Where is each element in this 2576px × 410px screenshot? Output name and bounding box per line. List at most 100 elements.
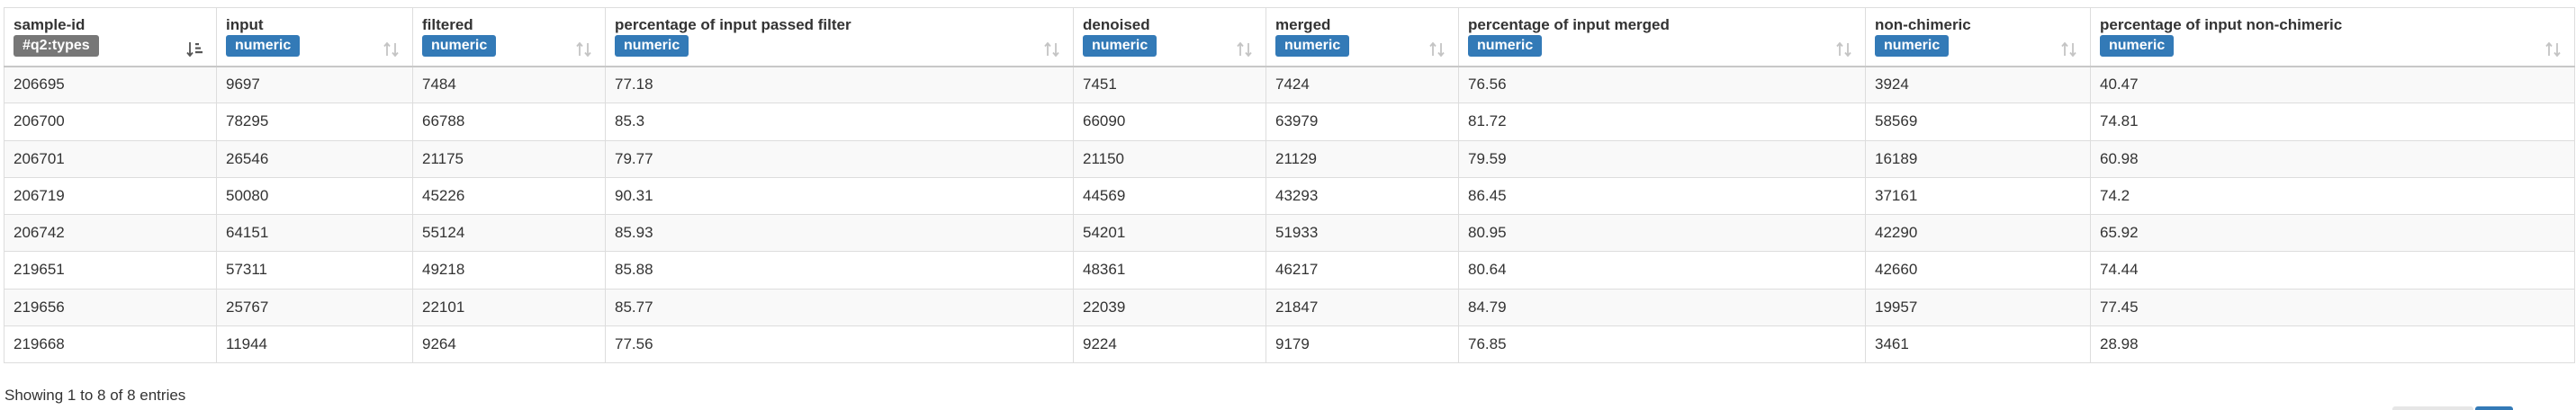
table-row: 219656 25767 22101 85.77 22039 21847 84.79 1995…: [4, 288, 2575, 326]
table-cell: 22101: [412, 288, 606, 326]
table-cell: 74.81: [2090, 102, 2575, 141]
column-title: input: [226, 16, 264, 33]
table-header: sample-id #q2:types input numeric filtered nu…: [4, 7, 2575, 67]
table-cell: 51933: [1265, 213, 1459, 253]
table-cell: 21175: [412, 139, 606, 178]
table-cell: 55124: [412, 213, 606, 253]
table-cell: 7424: [1265, 65, 1459, 104]
table-cell: 3461: [1865, 325, 2091, 364]
table-cell: 77.45: [2090, 288, 2575, 326]
header-row: sample-id #q2:types input numeric filtered nu…: [4, 7, 2575, 67]
table-cell: 9697: [216, 65, 413, 104]
column-header[interactable]: filtered numeric: [412, 7, 606, 67]
column-header[interactable]: non-chimeric numeric: [1865, 7, 2091, 67]
table-cell: 40.47: [2090, 65, 2575, 104]
column-type-badge: numeric: [1083, 35, 1157, 57]
sort-both-icon[interactable]: [1235, 40, 1255, 58]
column-header[interactable]: input numeric: [216, 7, 413, 67]
table-row: 206742 64151 55124 85.93 54201 51933 80.95 4229…: [4, 213, 2575, 253]
table-cell: 76.56: [1458, 65, 1866, 104]
pagination-previous-button[interactable]: [2392, 406, 2473, 410]
sort-both-icon[interactable]: [2544, 40, 2563, 58]
table-cell: 74.44: [2090, 251, 2575, 290]
table-cell: 81.72: [1458, 102, 1866, 141]
column-header[interactable]: denoised numeric: [1073, 7, 1266, 67]
table-cell: 50080: [216, 176, 413, 216]
table-cell: 60.98: [2090, 139, 2575, 178]
table-cell: 77.56: [605, 325, 1074, 364]
column-header[interactable]: percentage of input merged numeric: [1458, 7, 1866, 67]
table-cell: 64151: [216, 213, 413, 253]
table-cell: 78295: [216, 102, 413, 141]
table-cell: 66090: [1073, 102, 1266, 141]
column-type-badge: numeric: [1468, 35, 1543, 57]
table-cell: 7451: [1073, 65, 1266, 104]
column-type-badge: numeric: [615, 35, 689, 57]
table-cell: 63979: [1265, 102, 1459, 141]
column-type-badge: numeric: [1275, 35, 1350, 57]
sort-both-icon[interactable]: [1042, 40, 1062, 58]
table-cell: 80.95: [1458, 213, 1866, 253]
table-cell: 90.31: [605, 176, 1074, 216]
table-row: 219651 57311 49218 85.88 48361 46217 80.64 4266…: [4, 251, 2575, 290]
column-title: percentage of input non-chimeric: [2100, 16, 2343, 33]
table-cell: 85.93: [605, 213, 1074, 253]
column-title: percentage of input passed filter: [615, 16, 851, 33]
table-row: 206701 26546 21175 79.77 21150 21129 79.59 1618…: [4, 139, 2575, 178]
table-cell: 28.98: [2090, 325, 2575, 364]
column-title: non-chimeric: [1875, 16, 1971, 33]
table-row: 219668 11944 9264 77.56 9224 9179 76.85 3461 28.…: [4, 325, 2575, 364]
column-header[interactable]: merged numeric: [1265, 7, 1459, 67]
table-cell: 19957: [1865, 288, 2091, 326]
table-cell: 54201: [1073, 213, 1266, 253]
table-cell: 45226: [412, 176, 606, 216]
table-cell: 74.2: [2090, 176, 2575, 216]
table-cell: 206701: [4, 139, 217, 178]
column-type-badge: #q2:types: [14, 35, 99, 57]
table-cell: 7484: [412, 65, 606, 104]
table-cell: 43293: [1265, 176, 1459, 216]
table-cell: 49218: [412, 251, 606, 290]
table-cell: 219668: [4, 325, 217, 364]
table-cell: 219651: [4, 251, 217, 290]
table-cell: 48361: [1073, 251, 1266, 290]
column-title: percentage of input merged: [1468, 16, 1670, 33]
table-cell: 21150: [1073, 139, 1266, 178]
column-header[interactable]: percentage of input passed filter numeric: [605, 7, 1074, 67]
sort-both-icon[interactable]: [382, 40, 401, 58]
table-cell: 206742: [4, 213, 217, 253]
table-cell: 42290: [1865, 213, 2091, 253]
column-type-badge: numeric: [422, 35, 497, 57]
column-title: filtered: [422, 16, 473, 33]
sort-both-icon[interactable]: [574, 40, 594, 58]
column-title: denoised: [1083, 16, 1150, 33]
table-row: 206695 9697 7484 77.18 7451 7424 76.56 3924 40.4…: [4, 65, 2575, 104]
table-cell: 85.88: [605, 251, 1074, 290]
table-cell: 79.77: [605, 139, 1074, 178]
table-cell: 3924: [1865, 65, 2091, 104]
table-cell: 22039: [1073, 288, 1266, 326]
table-cell: 21129: [1265, 139, 1459, 178]
table-cell: 86.45: [1458, 176, 1866, 216]
table-cell: 25767: [216, 288, 413, 326]
table-cell: 9264: [412, 325, 606, 364]
table-row: 206700 78295 66788 85.3 66090 63979 81.72 58569…: [4, 102, 2575, 141]
table-cell: 77.18: [605, 65, 1074, 104]
sort-both-icon[interactable]: [1428, 40, 1447, 58]
sort-both-icon[interactable]: [1834, 40, 1854, 58]
table-cell: 46217: [1265, 251, 1459, 290]
table-cell: 9179: [1265, 325, 1459, 364]
table-cell: 76.85: [1458, 325, 1866, 364]
column-type-badge: numeric: [2100, 35, 2175, 57]
sort-both-icon[interactable]: [2059, 40, 2079, 58]
column-header[interactable]: sample-id #q2:types: [4, 7, 217, 67]
table-cell: 11944: [216, 325, 413, 364]
column-header[interactable]: percentage of input non-chimeric numeric: [2090, 7, 2575, 67]
table-cell: 57311: [216, 251, 413, 290]
pagination-page-1-button[interactable]: [2475, 406, 2513, 410]
table-cell: 79.59: [1458, 139, 1866, 178]
table-cell: 65.92: [2090, 213, 2575, 253]
sort-ascending-icon[interactable]: [185, 40, 205, 58]
table-body: 206695 9697 7484 77.18 7451 7424 76.56 3924 40.4…: [4, 65, 2575, 364]
